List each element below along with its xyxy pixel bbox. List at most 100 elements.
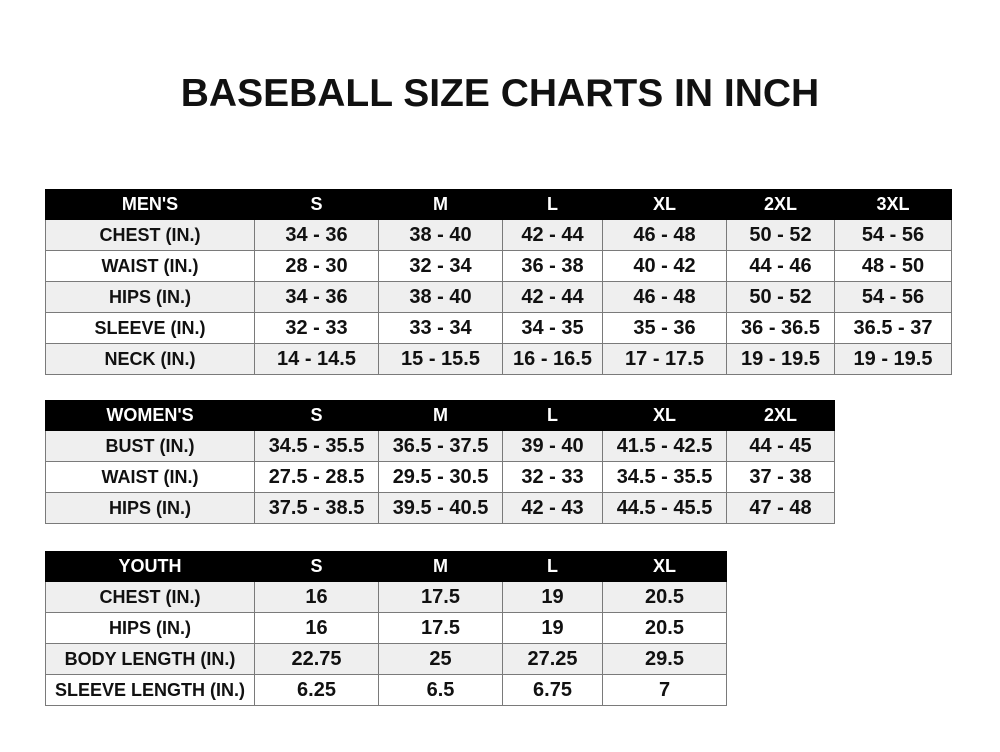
size-value: 28 - 30: [254, 250, 379, 282]
size-value: 48 - 50: [834, 250, 952, 282]
size-value: 36.5 - 37.5: [378, 430, 503, 462]
size-header: S: [254, 189, 379, 220]
size-header: L: [502, 400, 603, 431]
size-value: 17 - 17.5: [602, 343, 727, 375]
size-header: 2XL: [726, 189, 835, 220]
size-value: 54 - 56: [834, 219, 952, 251]
size-value: 37 - 38: [726, 461, 835, 493]
size-value: 38 - 40: [378, 281, 503, 313]
size-value: 15 - 15.5: [378, 343, 503, 375]
size-header: XL: [602, 400, 727, 431]
size-value: 17.5: [378, 612, 503, 644]
size-value: 54 - 56: [834, 281, 952, 313]
size-value: 34 - 36: [254, 281, 379, 313]
size-header: M: [378, 551, 503, 582]
size-value: 39 - 40: [502, 430, 603, 462]
size-value: 16 - 16.5: [502, 343, 603, 375]
table-row: NECK (IN.) 14 - 14.5 15 - 15.5 16 - 16.5 17 …: [45, 343, 952, 375]
measurement-label: NECK (IN.): [45, 343, 255, 375]
size-value: 50 - 52: [726, 281, 835, 313]
size-value: 44 - 45: [726, 430, 835, 462]
size-header: L: [502, 189, 603, 220]
header-row: YOUTH S M L XL: [45, 551, 727, 582]
size-value: 27.25: [502, 643, 603, 675]
size-value: 7: [602, 674, 727, 706]
size-value: 44 - 46: [726, 250, 835, 282]
size-header: L: [502, 551, 603, 582]
measurement-label: CHEST (IN.): [45, 219, 255, 251]
table-row: HIPS (IN.) 16 17.5 19 20.5: [45, 612, 727, 644]
category-header: MEN'S: [45, 189, 255, 220]
size-value: 40 - 42: [602, 250, 727, 282]
size-header: M: [378, 189, 503, 220]
size-value: 17.5: [378, 581, 503, 613]
size-value: 22.75: [254, 643, 379, 675]
size-value: 6.25: [254, 674, 379, 706]
size-value: 46 - 48: [602, 219, 727, 251]
size-value: 36.5 - 37: [834, 312, 952, 344]
size-value: 44.5 - 45.5: [602, 492, 727, 524]
size-header: S: [254, 400, 379, 431]
size-value: 36 - 36.5: [726, 312, 835, 344]
measurement-label: WAIST (IN.): [45, 461, 255, 493]
womens-size-table: WOMEN'S S M L XL 2XL BUST (IN.) 34.5 - 35.5 36.5…: [45, 400, 835, 524]
table-row: SLEEVE (IN.) 32 - 33 33 - 34 34 - 35 35 - 36…: [45, 312, 952, 344]
measurement-label: CHEST (IN.): [45, 581, 255, 613]
table-row: HIPS (IN.) 37.5 - 38.5 39.5 - 40.5 42 - 43 4…: [45, 492, 835, 524]
measurement-label: HIPS (IN.): [45, 612, 255, 644]
table-row: SLEEVE LENGTH (IN.) 6.25 6.5 6.75 7: [45, 674, 727, 706]
measurement-label: BUST (IN.): [45, 430, 255, 462]
size-value: 20.5: [602, 612, 727, 644]
size-value: 29.5: [602, 643, 727, 675]
size-header: XL: [602, 551, 727, 582]
size-value: 34.5 - 35.5: [254, 430, 379, 462]
size-value: 19 - 19.5: [726, 343, 835, 375]
size-value: 19: [502, 612, 603, 644]
measurement-label: SLEEVE LENGTH (IN.): [45, 674, 255, 706]
size-value: 37.5 - 38.5: [254, 492, 379, 524]
size-value: 46 - 48: [602, 281, 727, 313]
size-value: 27.5 - 28.5: [254, 461, 379, 493]
size-value: 34 - 36: [254, 219, 379, 251]
measurement-label: HIPS (IN.): [45, 492, 255, 524]
size-value: 6.5: [378, 674, 503, 706]
header-row: MEN'S S M L XL 2XL 3XL: [45, 189, 952, 220]
size-header: M: [378, 400, 503, 431]
size-header: 2XL: [726, 400, 835, 431]
size-value: 32 - 33: [254, 312, 379, 344]
category-header: WOMEN'S: [45, 400, 255, 431]
size-value: 50 - 52: [726, 219, 835, 251]
size-header: 3XL: [834, 189, 952, 220]
size-value: 33 - 34: [378, 312, 503, 344]
youth-size-table: YOUTH S M L XL CHEST (IN.) 16 17.5 19 20.5 HIPS (I…: [45, 551, 727, 706]
table-row: CHEST (IN.) 34 - 36 38 - 40 42 - 44 46 - 48 5…: [45, 219, 952, 251]
category-header: YOUTH: [45, 551, 255, 582]
size-value: 19: [502, 581, 603, 613]
measurement-label: HIPS (IN.): [45, 281, 255, 313]
size-value: 34 - 35: [502, 312, 603, 344]
size-value: 29.5 - 30.5: [378, 461, 503, 493]
table-row: WAIST (IN.) 28 - 30 32 - 34 36 - 38 40 - 42 4…: [45, 250, 952, 282]
table-row: BODY LENGTH (IN.) 22.75 25 27.25 29.5: [45, 643, 727, 675]
size-value: 35 - 36: [602, 312, 727, 344]
header-row: WOMEN'S S M L XL 2XL: [45, 400, 835, 431]
size-value: 38 - 40: [378, 219, 503, 251]
size-value: 47 - 48: [726, 492, 835, 524]
table-row: CHEST (IN.) 16 17.5 19 20.5: [45, 581, 727, 613]
measurement-label: WAIST (IN.): [45, 250, 255, 282]
size-value: 39.5 - 40.5: [378, 492, 503, 524]
size-value: 25: [378, 643, 503, 675]
measurement-label: SLEEVE (IN.): [45, 312, 255, 344]
size-value: 20.5: [602, 581, 727, 613]
size-header: S: [254, 551, 379, 582]
size-value: 34.5 - 35.5: [602, 461, 727, 493]
mens-size-table: MEN'S S M L XL 2XL 3XL CHEST (IN.) 34 - 36 38 - 4…: [45, 189, 952, 375]
size-value: 14 - 14.5: [254, 343, 379, 375]
table-row: BUST (IN.) 34.5 - 35.5 36.5 - 37.5 39 - 40 4…: [45, 430, 835, 462]
table-row: HIPS (IN.) 34 - 36 38 - 40 42 - 44 46 - 48 50…: [45, 281, 952, 313]
measurement-label: BODY LENGTH (IN.): [45, 643, 255, 675]
page-title: BASEBALL SIZE CHARTS IN INCH: [180, 72, 820, 115]
size-value: 42 - 44: [502, 219, 603, 251]
size-value: 41.5 - 42.5: [602, 430, 727, 462]
size-value: 42 - 43: [502, 492, 603, 524]
